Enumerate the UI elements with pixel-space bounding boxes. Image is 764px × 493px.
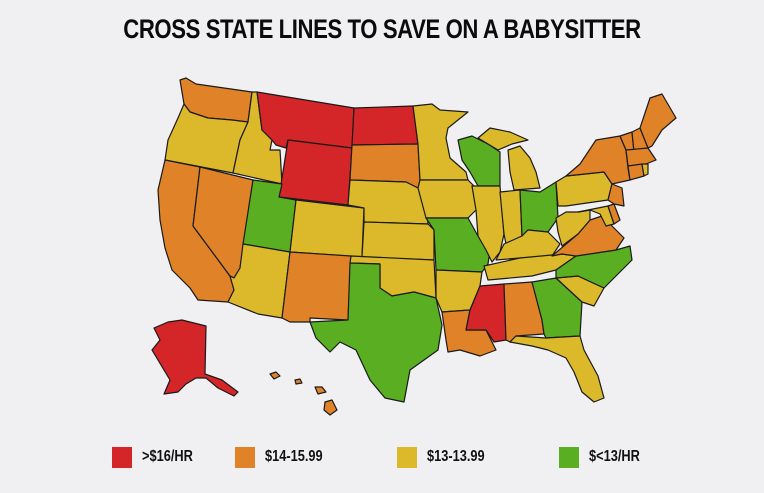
legend-label: $13-13.99 [427,448,485,465]
state-AK [151,319,239,397]
legend-label: $14-15.99 [265,448,323,465]
state-HI-1 [269,371,281,380]
swatch-red [112,446,132,468]
state-HI-4 [323,399,338,416]
swatch-green [559,446,579,468]
legend: >$16/HR $14-15.99 $13-13.99 $<13/HR [0,446,764,468]
swatch-orange [235,446,255,468]
legend-item-orange: $14-15.99 [235,446,337,468]
state-MN [412,103,469,181]
state-TX [309,262,443,403]
state-NJ [607,183,625,207]
state-ND [351,105,419,146]
legend-item-red: >$16/HR [112,446,206,468]
map-title: CROSS STATE LINES TO SAVE ON A BABYSITTE… [123,14,641,44]
state-HI-3 [314,386,327,395]
state-WV [555,209,591,247]
state-HI-2 [294,378,303,385]
state-NM [281,251,352,323]
state-MT [256,91,355,149]
state-CT [627,163,645,181]
legend-label: $<13/HR [589,448,640,465]
swatch-yellow [397,446,417,468]
state-KS [361,221,435,261]
state-OH [519,181,559,237]
state-RI [641,163,649,177]
state-CO [289,199,365,258]
state-FL [509,335,605,403]
state-MI-UP [477,127,529,151]
state-DE [607,203,621,225]
legend-item-green: $<13/HR [559,446,653,468]
state-PA [555,171,613,207]
state-MO [425,217,491,273]
state-IA [417,179,479,219]
state-MI [507,145,541,191]
legend-label: >$16/HR [142,448,193,465]
state-ME [639,93,677,149]
state-WY [278,139,353,206]
state-MA [625,147,657,167]
legend-item-yellow: $13-13.99 [397,446,499,468]
